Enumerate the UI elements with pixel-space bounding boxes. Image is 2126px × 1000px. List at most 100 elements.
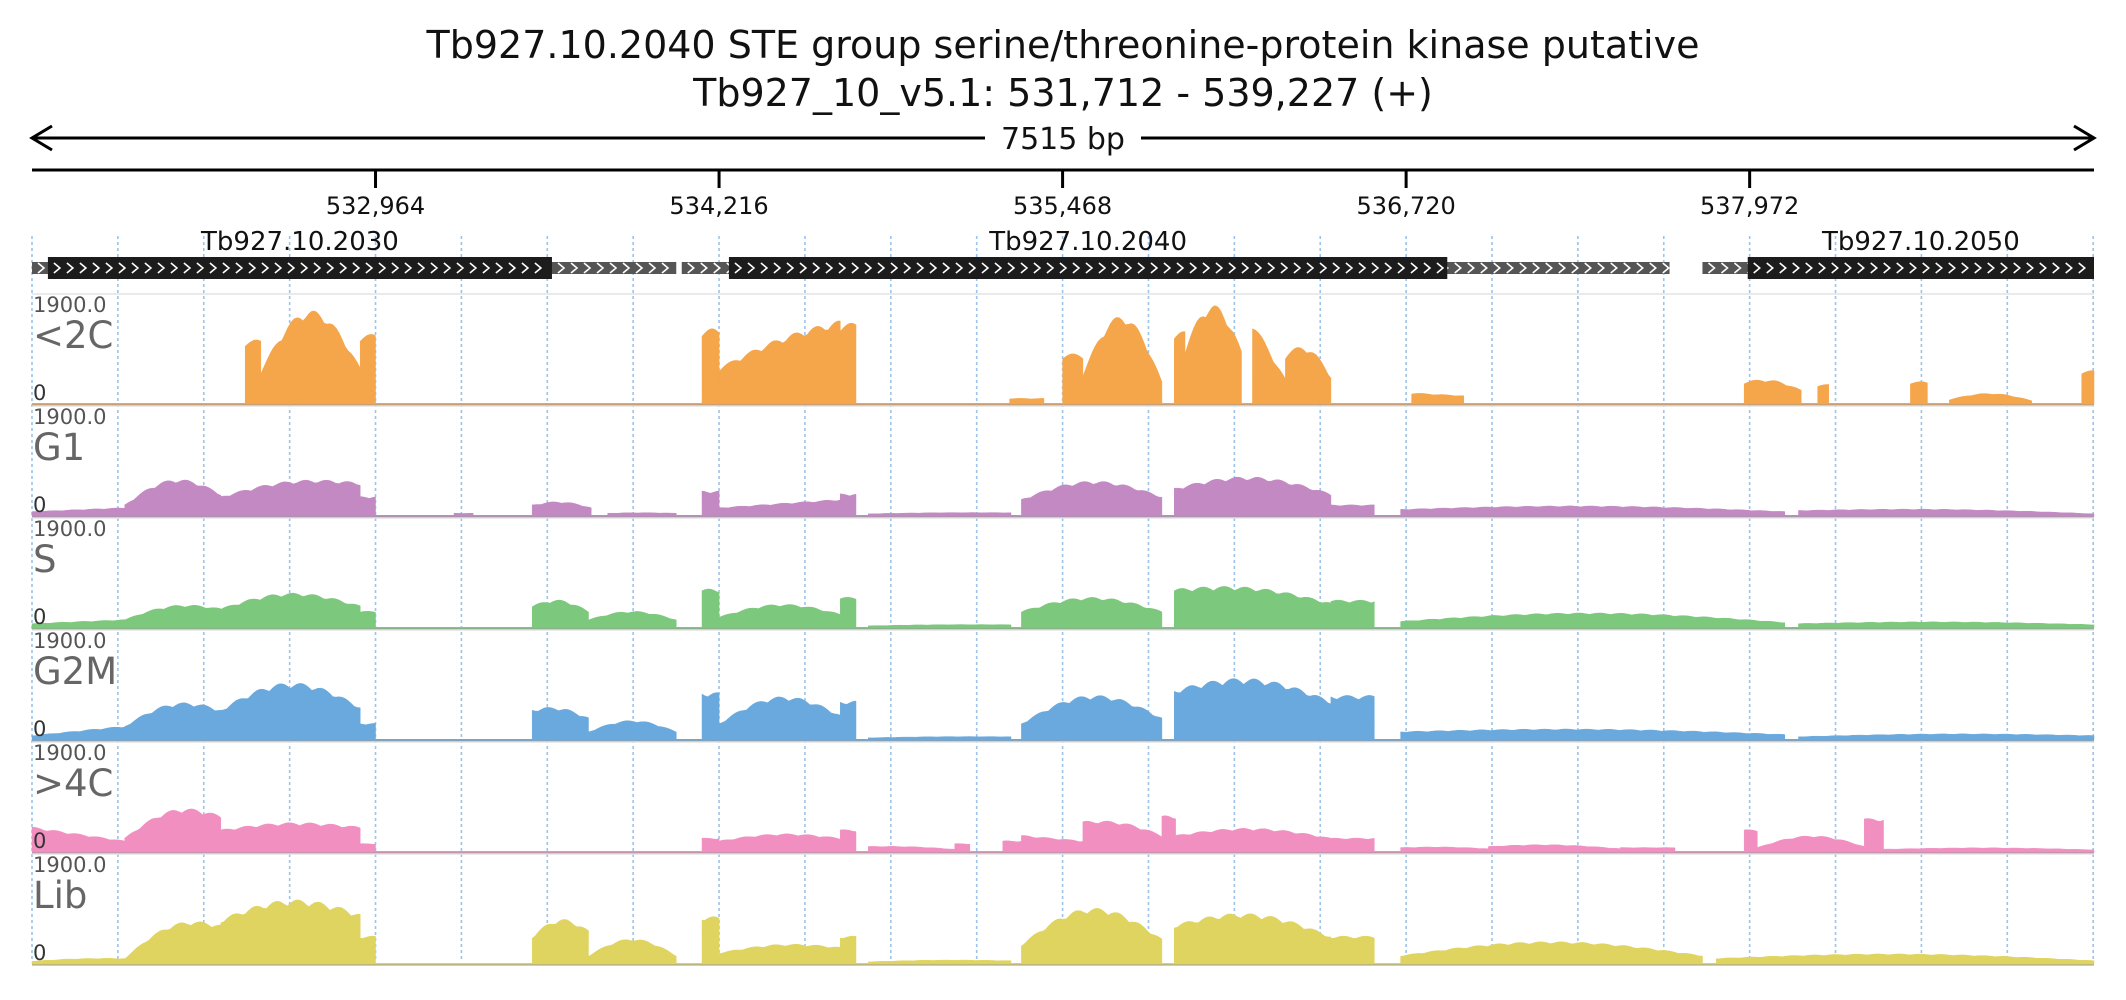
coverage-area [2081,370,2095,405]
track-ymax: 1900.0 [33,629,106,653]
coverage-area [1174,913,1332,965]
coverage-area [1817,384,1829,405]
coverage-area [1021,835,1084,853]
coverage-area [1174,586,1332,629]
track-ymin: 0 [33,605,46,629]
coverage-area [840,323,857,405]
span-arrow: 7515 bp [29,120,2097,157]
coverage-area [124,702,222,741]
coverage-area [124,604,222,629]
ruler-tick-label: 536,720 [1356,192,1455,220]
coverage-area [588,611,677,629]
track-name: Lib [33,874,87,917]
track-name: G2M [33,650,117,693]
gene-cds [1747,257,2094,279]
coverage-area [31,726,125,741]
chart-title: Tb927.10.2040 STE group serine/threonine… [426,23,1700,67]
coverage-area [220,899,361,965]
coverage-area [31,507,125,517]
coverage-area [1021,481,1163,517]
coverage-area [1400,612,1786,629]
coverage-area [1400,941,1703,965]
coverage-area [718,604,841,629]
ruler-tick-label: 534,216 [669,192,768,220]
track-ymax: 1900.0 [33,741,106,765]
track-name: G1 [33,426,85,469]
coverage-area [1798,621,2095,629]
coverage-area [701,692,720,741]
coverage-area [954,843,971,853]
track-ymin: 0 [33,493,46,517]
gene-label: Tb927.10.2040 [988,227,1187,257]
coverage-area [1400,846,1489,853]
coverage-track: 1900.0 0 G2M [31,629,2095,742]
coverage-area [1021,695,1163,741]
coverage-area [1009,398,1045,405]
strand-arrows [53,262,543,274]
coverage-area [1330,695,1375,741]
coverage-area [840,700,857,741]
coverage-area [1082,820,1163,853]
coverage-area [1864,818,1884,853]
track-ymax: 1900.0 [33,405,106,429]
coverage-area [124,479,222,517]
coverage-area [531,599,589,629]
gene-model[interactable]: Tb927.10.2040 [681,227,1670,279]
coverage-area [840,935,857,965]
coverage-area [701,837,720,853]
coverage-area [1949,393,2032,405]
coverage-area [531,707,589,741]
coverage-area [588,939,677,965]
coverage-area [1174,678,1332,741]
track-ymin: 0 [33,829,46,853]
coverage-area [31,619,125,629]
coverage-area [1743,379,1802,405]
track-name: <2C [33,314,113,357]
coverage-track: 1900.0 0 S [31,517,2095,630]
coverage-area [1175,828,1332,853]
coverage-area [701,490,720,517]
ruler-tick-label: 537,972 [1700,192,1799,220]
strand-arrows [734,262,1445,274]
coverage-area [1285,347,1332,405]
coverage-area [244,339,262,405]
coverage-area [1798,733,2095,741]
track-ymax: 1900.0 [33,517,106,541]
gene-cds [728,257,1448,279]
ruler-tick-label: 532,964 [326,192,425,220]
coverage-track: 1900.0 0 >4C [31,741,2095,854]
gene-model[interactable]: Tb927.10.2030 [32,227,677,279]
coverage-area [701,328,720,405]
chart-subtitle: Tb927_10_v5.1: 531,712 - 539,227 (+) [692,71,1433,115]
coverage-area [840,829,857,853]
coverage-area [868,846,956,853]
coverage-area [31,958,125,965]
coverage-area [124,808,222,853]
coverage-area [220,822,361,853]
coverage-area [359,496,376,517]
coverage-area [1330,935,1375,965]
coverage-area [701,588,720,629]
coverage-track: 1900.0 0 <2C [32,293,2095,406]
coverage-track: 1900.0 0 G1 [31,405,2095,518]
coverage-area [531,919,589,965]
track-name: S [33,538,57,581]
coverage-area [1330,837,1375,853]
coverage-area [1757,835,1865,853]
coverage-area [718,833,841,853]
coverage-area [359,935,376,965]
coverage-area [718,499,841,517]
coverage-area [718,943,841,965]
coverage-area [1488,844,1621,853]
coverage-area [1161,815,1176,853]
coverage-area [220,683,361,741]
coverage-area [588,720,677,741]
gene-model[interactable]: Tb927.10.2050 [1702,227,2094,279]
coverage-area [1174,331,1186,405]
coverage-area [220,592,361,629]
coverage-area [1174,476,1332,517]
coverage-area [1184,305,1242,405]
coverage-area [531,501,592,517]
coverage-area [359,723,376,741]
